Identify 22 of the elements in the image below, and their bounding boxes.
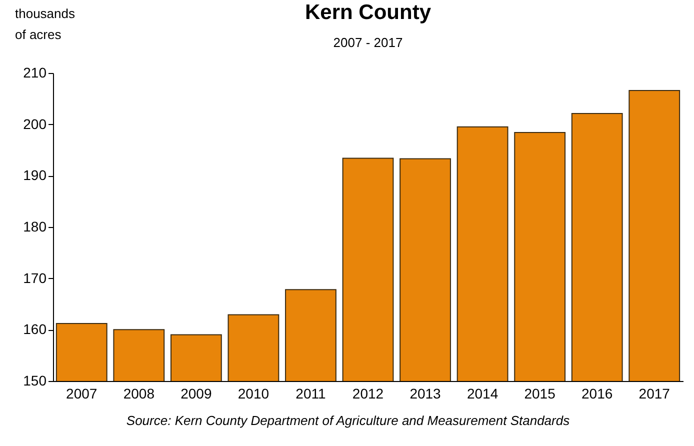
y-tick-label: 150: [23, 372, 47, 388]
y-tick-label: 170: [23, 270, 47, 286]
x-tick-label: 2015: [524, 386, 556, 402]
x-tick-label: 2009: [180, 386, 212, 402]
chart-subtitle: 2007 - 2017: [333, 35, 403, 50]
x-tick-label: 2014: [466, 386, 498, 402]
y-tick-label: 200: [23, 116, 47, 132]
x-tick-label: 2017: [638, 386, 670, 402]
source-note: Source: Kern County Department of Agriculture and Measurement Standards: [126, 413, 570, 428]
x-tick-label: 2013: [410, 386, 442, 402]
x-tick-label: 2007: [66, 386, 98, 402]
x-tick-label: 2011: [296, 386, 326, 402]
x-tick-label: 2016: [582, 386, 613, 402]
x-tick-label: 2010: [238, 386, 270, 402]
y-axis-title: thousands of acres: [15, 6, 76, 42]
y-tick-label: 210: [23, 64, 47, 80]
chart-title: Kern County: [305, 1, 432, 24]
y-tick-label: 160: [23, 321, 47, 338]
y-tick-label: 190: [23, 167, 47, 184]
x-tick-label: 2008: [123, 386, 155, 402]
x-tick-label: 2012: [352, 386, 384, 402]
y-tick-label: 180: [23, 218, 47, 234]
